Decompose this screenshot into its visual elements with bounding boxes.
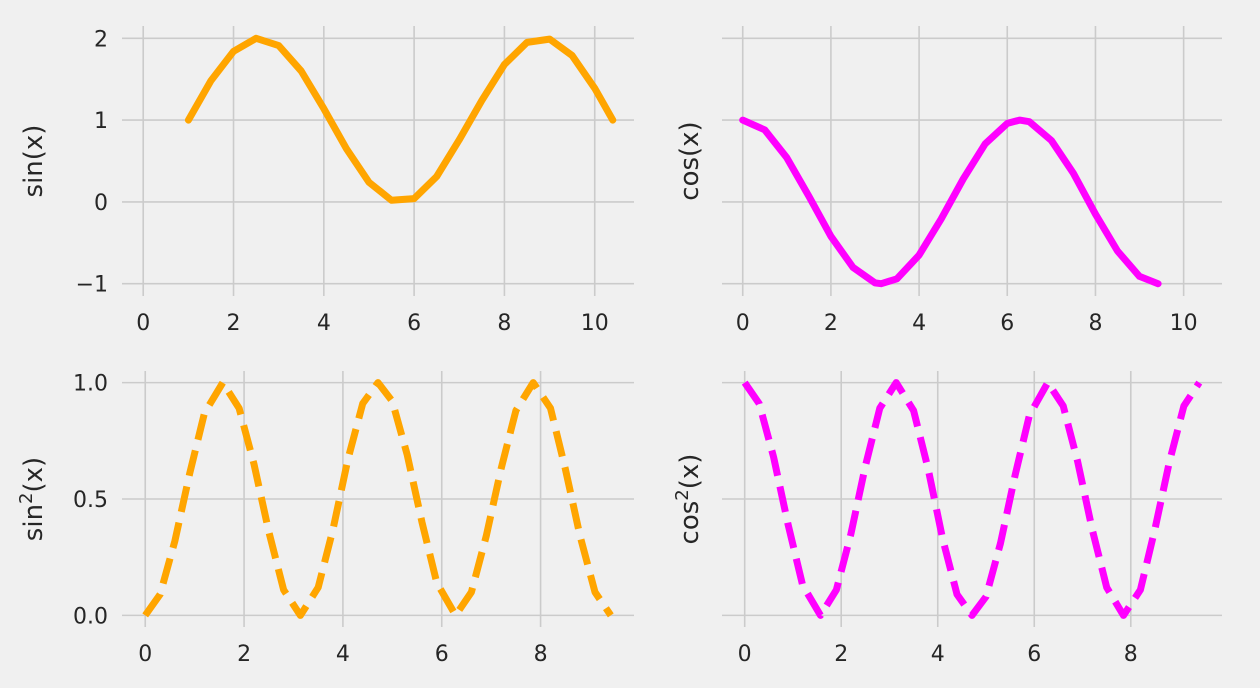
subplot-1: 0 2 4 6 8 10 −1 0 1 2 sin(x) bbox=[19, 26, 634, 336]
series-line-1 bbox=[739, 116, 1162, 288]
series-line-1 bbox=[142, 379, 614, 619]
x-tick-label: 4 bbox=[931, 642, 945, 667]
y-axis-label: sin2(x) bbox=[16, 457, 49, 541]
x-tick-label: 10 bbox=[1170, 311, 1198, 336]
subplot-2: 0 2 4 6 8 10 cos(x) bbox=[675, 26, 1222, 336]
subplot-4: 0 2 4 6 8 cos2(x) bbox=[672, 371, 1222, 667]
x-tick-label: 8 bbox=[1124, 642, 1138, 667]
y-tick-label: 0.0 bbox=[73, 604, 108, 629]
x-tick-label: 2 bbox=[237, 642, 251, 667]
x-tick-label: 2 bbox=[824, 311, 838, 336]
y-tick-label: −1 bbox=[76, 273, 108, 298]
x-tick-label: 0 bbox=[136, 311, 150, 336]
x-tick-label: 8 bbox=[497, 311, 511, 336]
x-tick-label: 0 bbox=[738, 642, 752, 667]
x-tick-label: 6 bbox=[1027, 642, 1041, 667]
x-tick-label: 8 bbox=[534, 642, 548, 667]
y-axis-label: cos(x) bbox=[675, 121, 705, 200]
x-tick-label: 4 bbox=[912, 311, 926, 336]
x-tick-label: 6 bbox=[1000, 311, 1014, 336]
x-tick-label: 2 bbox=[834, 642, 848, 667]
x-tick-label: 2 bbox=[227, 311, 241, 336]
x-tick-label: 8 bbox=[1088, 311, 1102, 336]
x-tick-label: 6 bbox=[407, 311, 421, 336]
x-tick-label: 4 bbox=[336, 642, 350, 667]
x-tick-label: 0 bbox=[138, 642, 152, 667]
y-tick-label: 0.5 bbox=[73, 488, 108, 513]
x-tick-label: 4 bbox=[317, 311, 331, 336]
y-tick-label: 1.0 bbox=[73, 372, 108, 397]
y-tick-label: 1 bbox=[94, 109, 108, 134]
x-tick-label: 0 bbox=[736, 311, 750, 336]
series-line-1 bbox=[184, 34, 617, 204]
y-axis-label: sin(x) bbox=[19, 125, 49, 198]
y-tick-label: 0 bbox=[94, 191, 108, 216]
subplot-3: 0 2 4 6 8 0.0 0.5 1.0 sin2(x) bbox=[16, 371, 634, 667]
x-tick-label: 6 bbox=[435, 642, 449, 667]
series-line-1 bbox=[741, 379, 1203, 619]
y-tick-label: 2 bbox=[94, 27, 108, 52]
y-axis-label: cos2(x) bbox=[672, 454, 705, 545]
x-tick-label: 10 bbox=[581, 311, 609, 336]
